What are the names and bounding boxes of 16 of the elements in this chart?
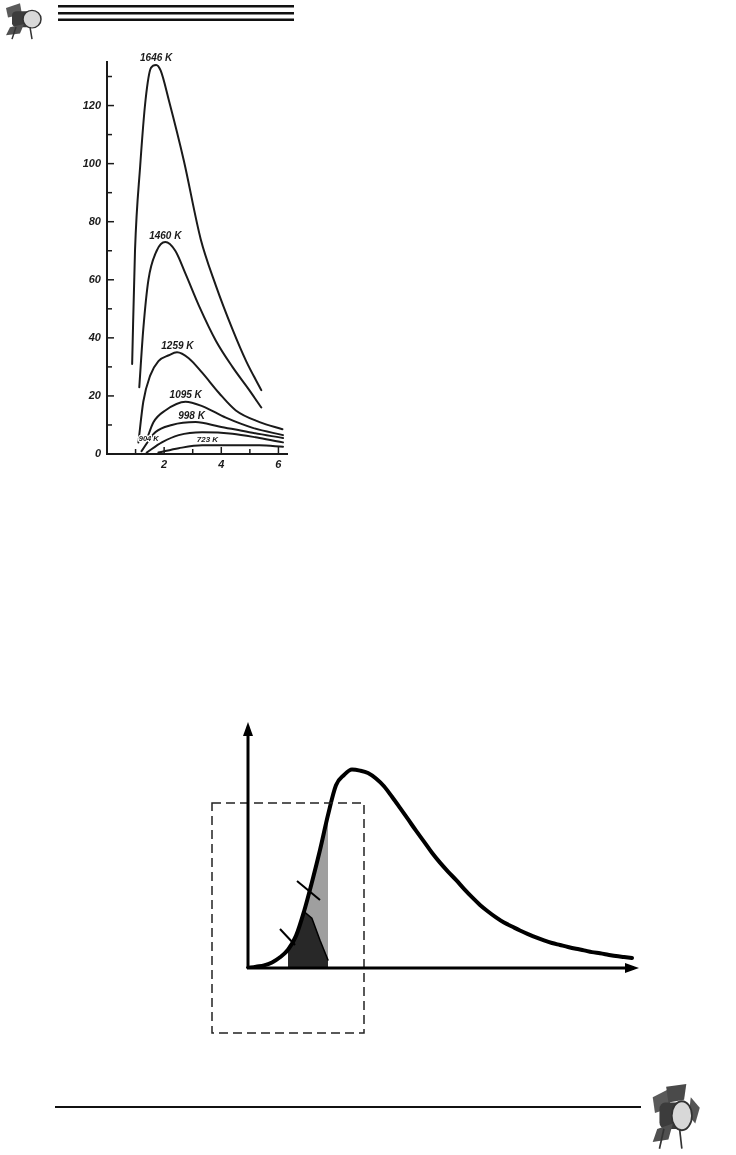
series-label: 998 K [178,409,206,421]
x-tick-label: 2 [160,457,168,470]
y-tick-label: 20 [87,388,102,401]
y-tick-label: 40 [87,330,102,343]
series-label: 1646 K [140,52,174,64]
series-label: 1259 K [161,340,195,352]
x-tick-label: 6 [275,457,283,470]
y-tick-label: 60 [88,272,102,285]
y-tick-label: 0 [94,447,102,460]
x-tick-label: 4 [217,457,225,470]
series-label: 723 K [196,435,220,445]
y-tick-label: 80 [88,214,102,227]
series-label: 1095 K [169,389,203,401]
y-tick-label: 120 [82,98,102,111]
y-tick-label: 100 [82,156,102,169]
series-label: 1460 K [149,229,183,241]
